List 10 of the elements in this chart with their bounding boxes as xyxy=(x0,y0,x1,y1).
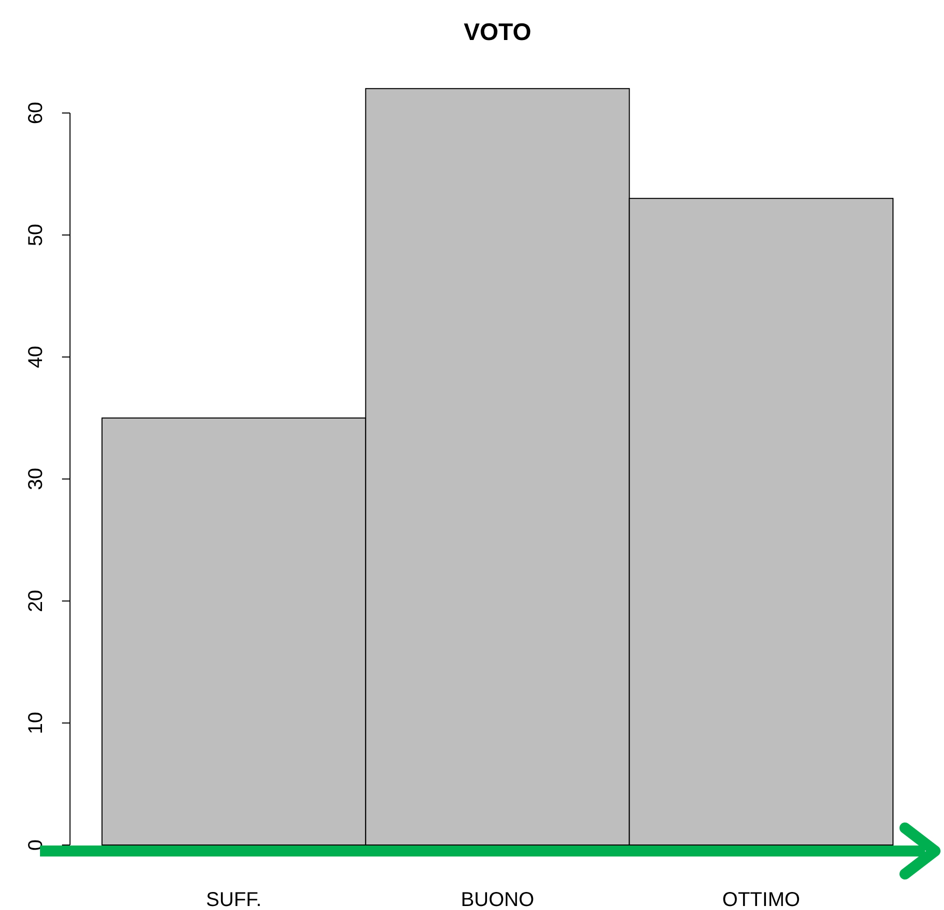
y-tick-label: 10 xyxy=(25,712,47,734)
y-tick-label: 50 xyxy=(25,224,47,246)
x-tick-label: BUONO xyxy=(460,889,534,910)
y-tick-label: 20 xyxy=(25,590,47,612)
x-tick-label: SUFF. xyxy=(206,889,262,910)
x-tick-label: OTTIMO xyxy=(722,889,800,910)
y-tick-label: 40 xyxy=(25,346,47,368)
y-tick-label: 30 xyxy=(25,468,47,490)
chart-title: VOTO xyxy=(464,19,532,46)
y-tick-label: 60 xyxy=(25,102,47,124)
